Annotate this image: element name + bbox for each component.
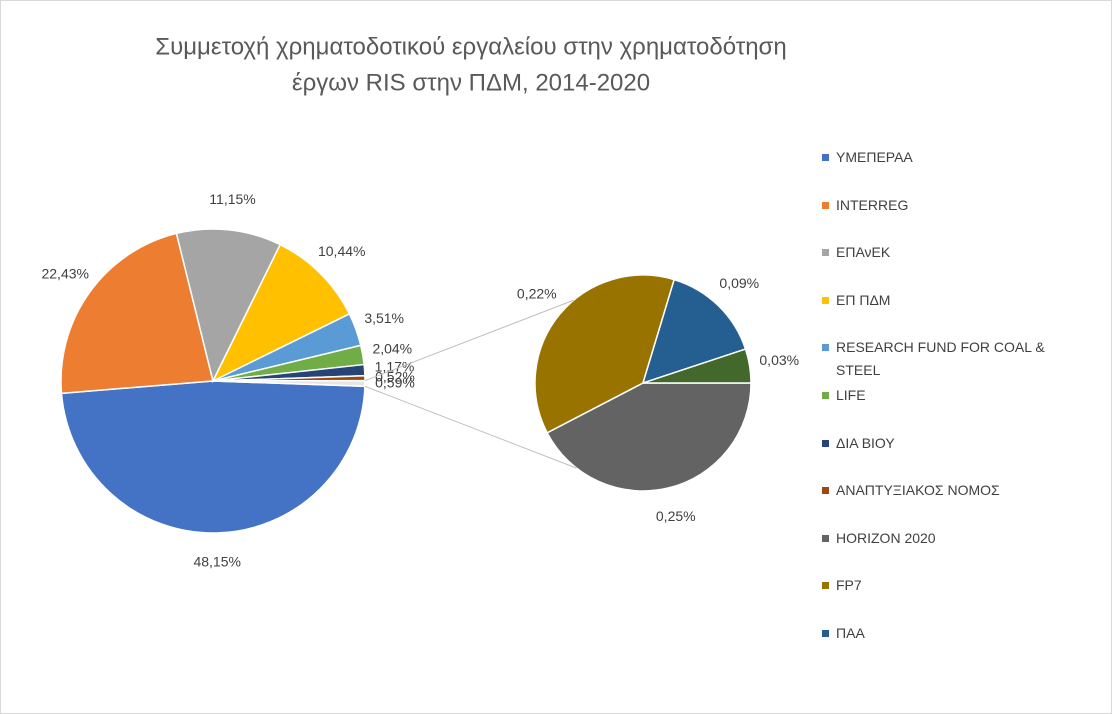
legend-swatch bbox=[822, 344, 829, 352]
pie-slice bbox=[642, 348, 752, 384]
data-label: 0,59% bbox=[375, 375, 415, 391]
legend-label: ΠΑΑ bbox=[836, 625, 865, 641]
legend-item: INTERREG bbox=[822, 194, 1092, 217]
legend-swatch bbox=[822, 630, 829, 637]
data-label: 48,15% bbox=[193, 554, 240, 570]
pie-slice bbox=[60, 380, 366, 534]
legend-item: ΥΜΕΠΕΡΑΑ bbox=[822, 146, 1092, 169]
legend-swatch bbox=[822, 296, 829, 304]
data-label: 0,52% bbox=[375, 368, 415, 384]
legend-swatch bbox=[822, 201, 829, 209]
legend-swatch bbox=[822, 534, 829, 542]
legend-item: LIFE bbox=[822, 384, 1092, 407]
legend-label: LIFE bbox=[836, 387, 866, 403]
legend-item: RESEARCH FUND FOR COAL & STEEL bbox=[822, 336, 1092, 382]
pie-slice bbox=[60, 232, 214, 395]
legend-label: INTERREG bbox=[836, 196, 909, 213]
chart-title: Συμμετοχή χρηματοδοτικού εργαλείου στην … bbox=[155, 33, 786, 60]
legend-label: ΔΙΑ ΒΙΟΥ bbox=[836, 434, 895, 451]
pie-slice bbox=[546, 382, 752, 492]
data-label: 0,25% bbox=[656, 508, 696, 524]
legend-label: ΑΝΑΠΤΥΞΙΑΚΟΣ ΝΟΜΟΣ bbox=[836, 482, 1000, 499]
legend-label: RESEARCH FUND FOR COAL & STEEL bbox=[836, 339, 1045, 379]
legend-item: ΠΑΑ bbox=[822, 622, 1092, 645]
legend-item: ΑΝΑΠΤΥΞΙΑΚΟΣ ΝΟΜΟΣ bbox=[822, 479, 1092, 502]
data-label: 3,51% bbox=[364, 310, 404, 326]
legend-swatch bbox=[822, 439, 829, 447]
pie-slice bbox=[211, 243, 351, 383]
legend-item: FP7 bbox=[822, 574, 1092, 597]
legend-item: HORIZON 2020 bbox=[822, 527, 1092, 550]
connector-line bbox=[364, 385, 577, 469]
data-label: 0,09% bbox=[719, 275, 759, 291]
legend-swatch bbox=[822, 582, 829, 590]
data-label: 1,17% bbox=[375, 359, 415, 375]
legend-swatch bbox=[822, 154, 829, 161]
legend-label: ΥΜΕΠΕΡΑΑ bbox=[836, 149, 913, 165]
legend-item: ΕΠΑνΕΚ bbox=[822, 241, 1092, 264]
pie-slice bbox=[534, 274, 676, 434]
data-label: 0,22% bbox=[517, 286, 557, 302]
pie-slice bbox=[212, 379, 366, 388]
data-label: 2,04% bbox=[372, 340, 412, 356]
legend-item: ΔΙΑ ΒΙΟΥ bbox=[822, 432, 1092, 455]
data-label: 0,03% bbox=[759, 352, 799, 368]
legend-swatch bbox=[822, 487, 829, 495]
pie-slice bbox=[175, 228, 282, 384]
legend-label: FP7 bbox=[836, 577, 862, 594]
legend-item: ΕΠ ΠΔΜ bbox=[822, 289, 1092, 312]
data-label: 22,43% bbox=[41, 265, 88, 281]
data-label: 11,15% bbox=[209, 191, 255, 207]
legend-label: ΕΠΑνΕΚ bbox=[836, 244, 891, 261]
legend-swatch bbox=[822, 249, 829, 257]
legend-swatch bbox=[822, 392, 829, 399]
chart-title: έργων RIS στην ΠΔΜ, 2014-2020 bbox=[292, 69, 650, 96]
data-label: 10,44% bbox=[318, 243, 365, 259]
legend-label: HORIZON 2020 bbox=[836, 529, 936, 546]
connector-line bbox=[364, 299, 574, 382]
legend-label: ΕΠ ΠΔΜ bbox=[836, 291, 891, 308]
